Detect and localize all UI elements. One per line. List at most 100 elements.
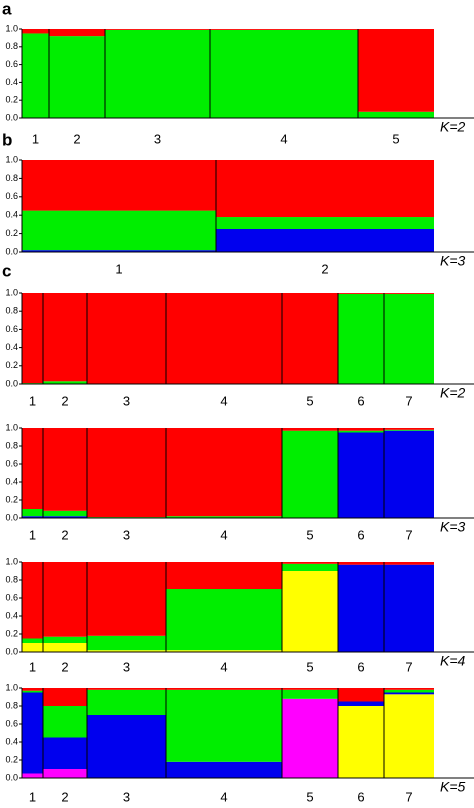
population-label: 4 — [280, 131, 287, 146]
y-tick-label: 1.0 — [5, 154, 18, 164]
panel-label: c — [2, 261, 11, 280]
population-label: 2 — [61, 789, 68, 804]
population-label: 7 — [405, 527, 412, 542]
ancestry-bar — [384, 293, 434, 384]
population-label: 7 — [405, 789, 412, 804]
y-tick-label: 0.8 — [5, 440, 18, 450]
ancestry-bar — [166, 293, 282, 384]
ancestry-bar — [166, 761, 282, 778]
ancestry-bar — [166, 428, 282, 517]
ancestry-bar — [49, 29, 105, 37]
ancestry-bar — [22, 29, 49, 34]
ancestry-bar — [166, 650, 282, 652]
ancestry-bar — [105, 29, 210, 30]
ancestry-bar — [282, 689, 338, 699]
ancestry-bar — [22, 509, 43, 517]
y-tick-label: 0.6 — [5, 191, 18, 201]
population-label: 2 — [61, 527, 68, 542]
y-tick-label: 0.8 — [5, 173, 18, 183]
y-tick-label: 0.8 — [5, 306, 18, 316]
ancestry-bar — [87, 715, 166, 778]
k-label: K=5 — [440, 779, 466, 795]
y-tick-label: 0.2 — [5, 628, 18, 638]
ancestry-bar — [282, 563, 338, 571]
ancestry-bar — [338, 293, 384, 294]
ancestry-bar — [384, 694, 434, 778]
ancestry-bar — [166, 689, 282, 762]
ancestry-bar — [338, 428, 384, 431]
ancestry-bar — [22, 562, 43, 639]
y-tick-label: 0.6 — [5, 592, 18, 602]
ancestry-bar — [22, 690, 43, 693]
y-tick-label: 0.0 — [5, 512, 18, 522]
y-tick-label: 0.2 — [5, 494, 18, 504]
ancestry-bar — [338, 293, 384, 384]
y-tick-label: 0.8 — [5, 41, 18, 51]
ancestry-bar — [384, 562, 434, 565]
ancestry-bar — [22, 33, 49, 119]
y-tick-label: 0.2 — [5, 754, 18, 764]
population-label: 1 — [29, 393, 36, 408]
ancestry-bar — [216, 160, 434, 218]
ancestry-bar — [22, 773, 43, 778]
y-tick-label: 0.6 — [5, 718, 18, 728]
ancestry-bar — [338, 706, 384, 778]
ancestry-bar — [43, 688, 87, 706]
y-tick-label: 1.0 — [5, 556, 18, 566]
population-label: 2 — [73, 131, 80, 146]
ancestry-bar — [338, 688, 384, 702]
population-label: 6 — [357, 789, 364, 804]
population-label: 1 — [29, 659, 36, 674]
ancestry-bar — [384, 429, 434, 431]
ancestry-bar — [384, 293, 434, 294]
population-label: 1 — [29, 527, 36, 542]
y-tick-label: 0.4 — [5, 476, 18, 486]
y-tick-label: 1.0 — [5, 23, 18, 33]
ancestry-bar — [43, 706, 87, 738]
ancestry-bar — [87, 428, 166, 518]
population-label: 1 — [115, 261, 122, 276]
ancestry-bar — [43, 562, 87, 637]
population-label: 4 — [220, 659, 227, 674]
y-tick-label: 0.0 — [5, 772, 18, 782]
population-label: 7 — [405, 659, 412, 674]
ancestry-bar — [358, 111, 434, 118]
ancestry-bar — [216, 217, 434, 229]
y-tick-label: 0.4 — [5, 77, 18, 87]
ancestry-bar — [216, 229, 434, 252]
y-tick-label: 0.8 — [5, 700, 18, 710]
ancestry-bar — [282, 698, 338, 778]
k-label: K=2 — [440, 385, 466, 401]
population-label: 3 — [123, 393, 130, 408]
y-tick-label: 0.8 — [5, 574, 18, 584]
ancestry-bar — [384, 564, 434, 652]
ancestry-bar — [210, 29, 358, 30]
ancestry-bar — [338, 562, 384, 565]
ancestry-bar — [43, 636, 87, 643]
ancestry-bar — [22, 516, 43, 518]
ancestry-bar — [43, 769, 87, 778]
ancestry-bar — [282, 562, 338, 564]
ancestry-bar — [384, 692, 434, 695]
y-tick-label: 0.0 — [5, 646, 18, 656]
ancestry-bar — [22, 692, 43, 774]
y-tick-label: 0.0 — [5, 246, 18, 256]
panel-label: a — [2, 0, 12, 18]
ancestry-bar — [87, 689, 166, 715]
y-tick-label: 0.4 — [5, 610, 18, 620]
ancestry-bar — [43, 510, 87, 517]
ancestry-bar — [22, 210, 216, 251]
y-tick-label: 0.2 — [5, 360, 18, 370]
ancestry-bar — [22, 638, 43, 643]
ancestry-bar — [338, 564, 384, 652]
ancestry-bar — [384, 428, 434, 430]
ancestry-bar — [43, 381, 87, 384]
population-label: 3 — [123, 659, 130, 674]
y-tick-label: 0.4 — [5, 210, 18, 220]
ancestry-bar — [282, 430, 338, 518]
ancestry-bar — [282, 428, 338, 431]
population-label: 5 — [306, 527, 313, 542]
ancestry-bar — [22, 688, 43, 691]
population-label: 5 — [306, 393, 313, 408]
